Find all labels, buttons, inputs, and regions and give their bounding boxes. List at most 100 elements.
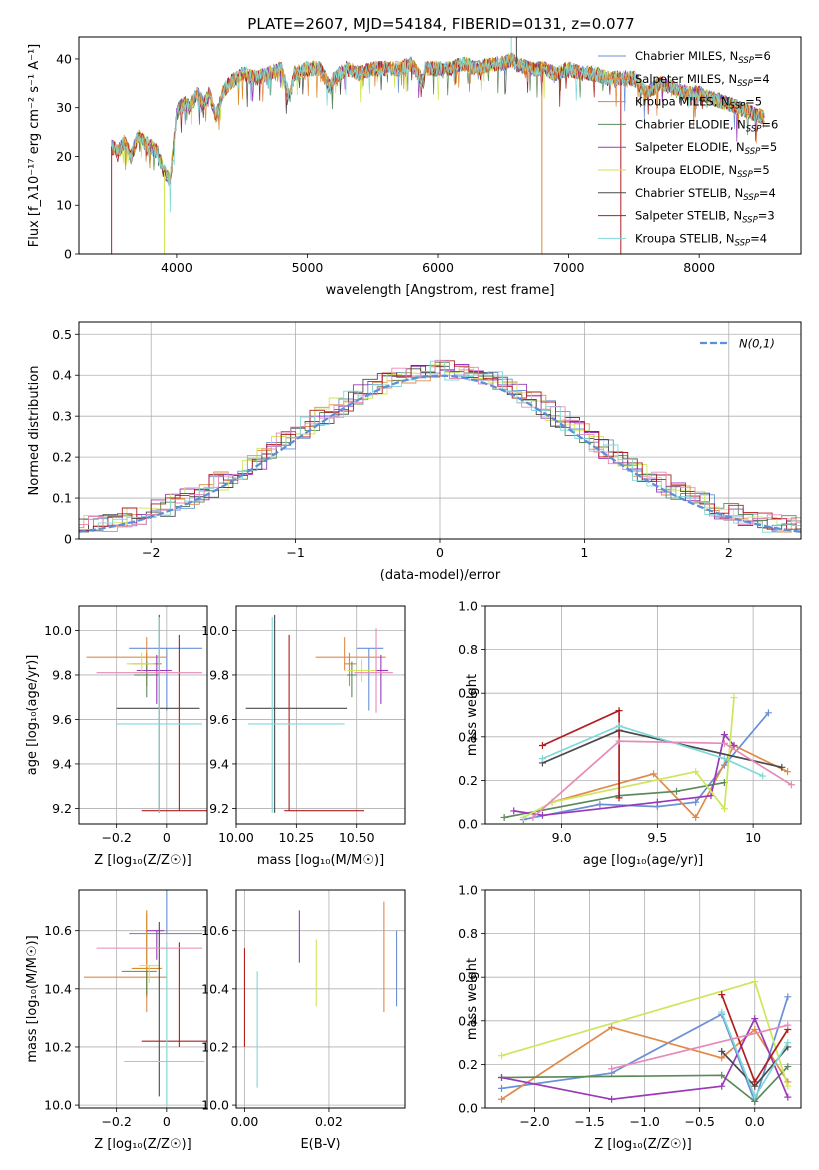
histograms — [79, 359, 801, 533]
legend-label-sub: SSP — [730, 102, 746, 112]
legend-label: Chabrier ELODIE, NSSP=6 — [635, 117, 778, 134]
y-tick-label: 0 — [64, 247, 72, 262]
histogram-series — [79, 360, 801, 531]
legend-label-main: Chabrier MILES, N — [635, 49, 738, 63]
legend-label: Chabrier MILES, NSSP=6 — [635, 49, 771, 66]
x-axis-label: wavelength [Angstrom, rest frame] — [326, 283, 555, 298]
legend-label-main: Salpeter ELODIE, N — [635, 140, 745, 154]
weight-marker — [615, 794, 623, 802]
x-tick-label: 0.0 — [745, 1114, 765, 1129]
y-axis-label: age [log₁₀(age/yr)] — [25, 655, 40, 776]
weight-lines-weight_vs_Z — [498, 978, 792, 1105]
y-tick-label: 10.6 — [44, 923, 72, 938]
y-tick-label: 0.8 — [458, 926, 478, 941]
y-tick-label: 9.8 — [209, 667, 229, 682]
weight-marker — [538, 755, 546, 763]
error-bars-mass_vs_Z — [84, 890, 207, 1106]
x-tick-label: 10 — [745, 830, 761, 845]
y-tick-label: 0.2 — [458, 1057, 478, 1072]
weight-marker — [784, 1021, 792, 1029]
y-tick-label: 9.4 — [52, 756, 72, 771]
x-axis-label: age [log₁₀(age/yr)] — [583, 853, 704, 868]
error-bars-age_vs_Z — [86, 614, 207, 813]
axes-age_vs_Z: −0.2 0 9.2 9.4 9.6 9.8 10.0 — [44, 606, 207, 845]
weight-marker — [759, 772, 767, 780]
x-tick-label: 6000 — [422, 260, 454, 275]
y-tick-label: 10.0 — [201, 623, 229, 638]
weight-marker — [510, 807, 518, 815]
y-axis-label: Flux [f_λ10⁻¹⁷ erg cm⁻² s⁻¹ A⁻¹] — [27, 44, 42, 248]
x-tick-label: −1.0 — [629, 1114, 659, 1129]
weight-marker — [718, 991, 726, 999]
legend-label-n: =5 — [753, 163, 770, 177]
legend-label-sub: SSP — [735, 238, 751, 248]
x-tick-label: −0.2 — [101, 1114, 131, 1129]
weight-marker — [718, 1054, 726, 1062]
legend-label-n: =5 — [745, 95, 762, 109]
y-tick-label: 1.0 — [458, 599, 478, 614]
error-bars-mass_vs_ebv — [243, 901, 398, 1088]
weight-marker — [778, 763, 786, 771]
legend-label-sub: SSP — [745, 147, 761, 157]
weight-marker — [650, 770, 658, 778]
legend-label-sub: SSP — [737, 79, 753, 89]
legend-label-main: Chabrier ELODIE, N — [635, 117, 746, 131]
x-tick-label: −2 — [142, 545, 160, 560]
normal-curve — [79, 374, 801, 533]
x-tick-label: 0.02 — [315, 1114, 343, 1129]
legend-label-n: =6 — [754, 49, 771, 63]
y-tick-label: 10.0 — [44, 623, 72, 638]
weight-marker — [720, 739, 728, 747]
residuals-frame — [78, 321, 802, 540]
y-tick-label: 30 — [56, 100, 72, 115]
y-tick-label: 0.4 — [52, 368, 72, 383]
weight-lines-weight_vs_age — [500, 694, 795, 824]
weight-marker — [751, 1093, 759, 1101]
x-axis-label: (data-model)/error — [380, 568, 501, 583]
weight-marker — [692, 798, 700, 806]
y-tick-label: 9.4 — [209, 756, 229, 771]
y-tick-label: 0 — [64, 532, 72, 547]
y-tick-label: 0.0 — [458, 817, 478, 832]
weight-marker — [596, 800, 604, 808]
age_vs_Z-frame — [78, 605, 208, 825]
x-tick-label: 4000 — [161, 260, 193, 275]
weight-marker — [608, 1095, 616, 1103]
weight-marker — [784, 1039, 792, 1047]
y-tick-label: 10.2 — [201, 1039, 229, 1054]
charts-container: 4000 5000 6000 7000 8000010203040wavelength … — [25, 36, 802, 1152]
weight-marker — [720, 755, 728, 763]
y-tick-label: 10.0 — [201, 1098, 229, 1113]
legend-label-sub: SSP — [738, 56, 754, 66]
weight-marker — [498, 1052, 506, 1060]
y-tick-label: 0.0 — [458, 1101, 478, 1116]
y-tick-label: 9.2 — [209, 801, 229, 816]
weight-marker — [718, 1047, 726, 1055]
weight-marker — [751, 1026, 759, 1034]
legend-label-n: =5 — [760, 140, 777, 154]
y-tick-label: 0.1 — [52, 491, 72, 506]
x-tick-label: 1 — [580, 545, 588, 560]
weight-series — [542, 729, 782, 769]
age_vs_mass-frame — [235, 605, 406, 825]
legend-label-sub: SSP — [743, 193, 759, 203]
y-tick-label: 9.2 — [52, 801, 72, 816]
weight_vs_Z-frame — [484, 889, 802, 1109]
weight-marker — [673, 787, 681, 795]
weight-marker — [784, 1093, 792, 1101]
weight-series — [513, 732, 735, 817]
legend-label: Kroupa STELIB, NSSP=4 — [635, 231, 767, 248]
weight-marker — [615, 707, 623, 715]
y-tick-label: 10 — [56, 198, 72, 213]
figure-title: PLATE=2607, MJD=54184, FIBERID=0131, z=0… — [247, 15, 634, 33]
weight-series — [504, 781, 725, 819]
spectrum-lines — [111, 37, 765, 254]
legend-label-n: =6 — [761, 117, 778, 131]
weight-marker — [720, 731, 728, 739]
legend-label-n: =4 — [759, 186, 776, 200]
weight-marker — [784, 1082, 792, 1090]
y-tick-label: 10.4 — [201, 981, 229, 996]
weight_vs_age-frame — [484, 605, 802, 825]
y-tick-label: 0.2 — [458, 773, 478, 788]
axes-mass_vs_Z: −0.2 0 10.0 10.2 10.4 10.6 — [44, 890, 207, 1129]
